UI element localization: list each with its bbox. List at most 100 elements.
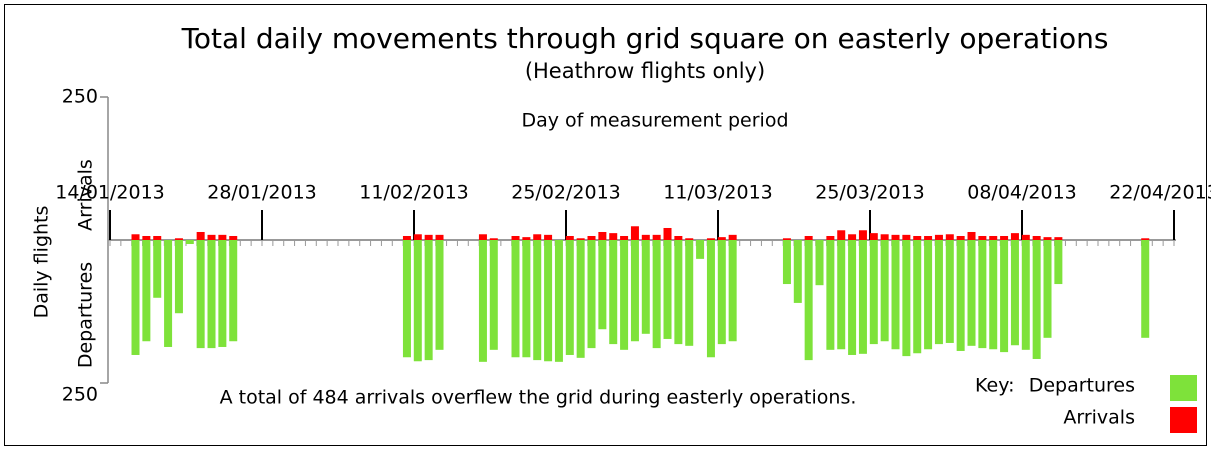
bar — [1054, 237, 1063, 240]
bar — [207, 240, 216, 349]
bar — [804, 240, 813, 361]
bar — [131, 240, 140, 355]
bar — [848, 234, 857, 240]
bar — [989, 235, 998, 240]
bar — [880, 240, 889, 342]
bar — [544, 240, 553, 362]
bar — [544, 234, 553, 240]
bar — [620, 235, 629, 240]
x-axis-label: Day of measurement period — [521, 110, 788, 132]
bar — [728, 240, 737, 342]
bar — [891, 240, 900, 350]
bar — [576, 238, 585, 240]
bar — [1141, 238, 1150, 240]
bar — [131, 234, 140, 240]
bar — [880, 234, 889, 240]
bar — [652, 234, 661, 240]
bar — [782, 240, 791, 285]
bar — [478, 240, 487, 362]
frame — [4, 4, 1207, 446]
y-axis-label: Daily flights — [31, 206, 53, 319]
bar — [196, 231, 205, 240]
bar — [945, 240, 954, 343]
legend-title: Key: — [975, 375, 1014, 397]
bar — [576, 240, 585, 358]
bar — [956, 235, 965, 240]
bar — [934, 234, 943, 240]
x-tick-label: 25/02/2013 — [511, 182, 621, 204]
bar — [229, 235, 238, 240]
bar — [435, 240, 444, 350]
legend-label: Arrivals — [1063, 407, 1135, 429]
bar — [902, 240, 911, 357]
bar — [1054, 240, 1063, 285]
bar — [229, 240, 238, 342]
legend-label: Departures — [1029, 375, 1135, 397]
bar — [598, 231, 607, 240]
bar — [967, 240, 976, 346]
bar — [782, 238, 791, 240]
bar — [869, 233, 878, 240]
bar — [674, 240, 683, 345]
y-tick-label: 250 — [62, 86, 98, 108]
annotation: A total of 484 arrivals overflew the gri… — [220, 387, 857, 409]
bar — [1032, 240, 1041, 359]
bar — [967, 231, 976, 240]
bar — [174, 238, 183, 240]
bar — [924, 235, 933, 240]
bar — [815, 240, 824, 286]
bar — [706, 238, 715, 240]
bar — [717, 240, 726, 345]
bar — [185, 240, 194, 245]
bar — [641, 240, 650, 334]
chart-title: Total daily movements through grid squar… — [181, 22, 1109, 55]
bar — [522, 240, 531, 358]
bar — [598, 240, 607, 330]
bar — [674, 235, 683, 240]
bar — [218, 234, 227, 240]
bar — [174, 240, 183, 314]
bar — [663, 227, 672, 240]
bar — [565, 235, 574, 240]
bar — [1010, 240, 1019, 346]
x-tick-label: 08/04/2013 — [967, 182, 1077, 204]
bar — [164, 240, 173, 347]
bar — [1010, 233, 1019, 240]
bar — [652, 240, 661, 349]
bar — [728, 234, 737, 240]
bar — [1021, 240, 1030, 350]
bar — [489, 238, 498, 240]
bar — [413, 240, 422, 362]
bar — [1000, 240, 1009, 353]
bar — [609, 233, 618, 240]
bar — [218, 240, 227, 347]
bar — [869, 240, 878, 345]
chart-subtitle: (Heathrow flights only) — [525, 59, 765, 83]
bar — [685, 240, 694, 346]
bar — [630, 226, 639, 240]
bar — [196, 240, 205, 349]
legend-swatch — [1170, 407, 1197, 433]
bar — [696, 240, 705, 259]
bar — [153, 235, 162, 240]
bar — [142, 240, 151, 342]
x-tick-label: 25/03/2013 — [815, 182, 925, 204]
bar — [609, 240, 618, 345]
bar — [402, 235, 411, 240]
bar — [858, 230, 867, 240]
bar — [402, 240, 411, 358]
bar — [554, 240, 563, 362]
x-tick-label: 22/04/2013 — [1109, 182, 1211, 204]
bar — [934, 240, 943, 345]
bar — [978, 235, 987, 240]
y-upper-label: Arrivals — [75, 159, 97, 231]
bar — [207, 234, 216, 240]
bar — [685, 238, 694, 240]
legend-swatch — [1170, 375, 1197, 401]
bar — [489, 240, 498, 350]
bar — [1021, 234, 1030, 240]
bar — [826, 235, 835, 240]
bar — [891, 234, 900, 240]
